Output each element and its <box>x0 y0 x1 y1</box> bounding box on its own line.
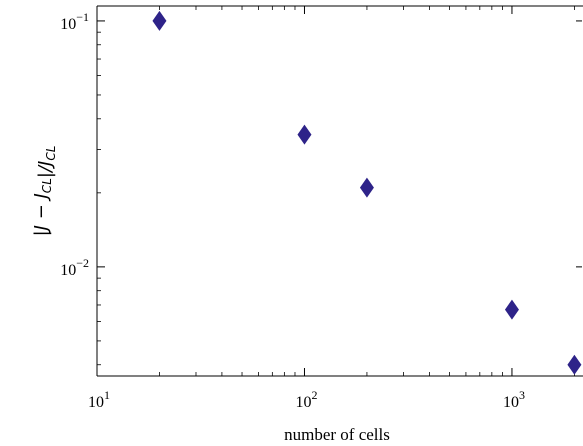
minor-ticks <box>97 6 575 376</box>
y-tick-label: 10−2 <box>60 256 89 279</box>
plot-axes <box>96 5 583 377</box>
data-point <box>297 124 312 145</box>
y-axis-title: |J − JCL|/JCL <box>31 146 58 237</box>
y-axis-title-text: |J − JCL|/JCL <box>31 146 58 237</box>
tick-labels: 101 102 103 10−1 10−2 <box>60 10 525 411</box>
major-ticks <box>96 6 582 376</box>
data-point <box>359 177 374 198</box>
x-tick-label: 101 <box>88 388 110 411</box>
data-point <box>504 299 519 320</box>
y-tick-label: 10−1 <box>60 10 89 33</box>
x-axis-title: number of cells <box>284 425 390 444</box>
data-points <box>152 10 582 375</box>
x-tick-label: 102 <box>295 388 317 411</box>
data-point <box>152 10 167 31</box>
x-tick-label: 103 <box>503 388 525 411</box>
data-point <box>567 354 582 375</box>
